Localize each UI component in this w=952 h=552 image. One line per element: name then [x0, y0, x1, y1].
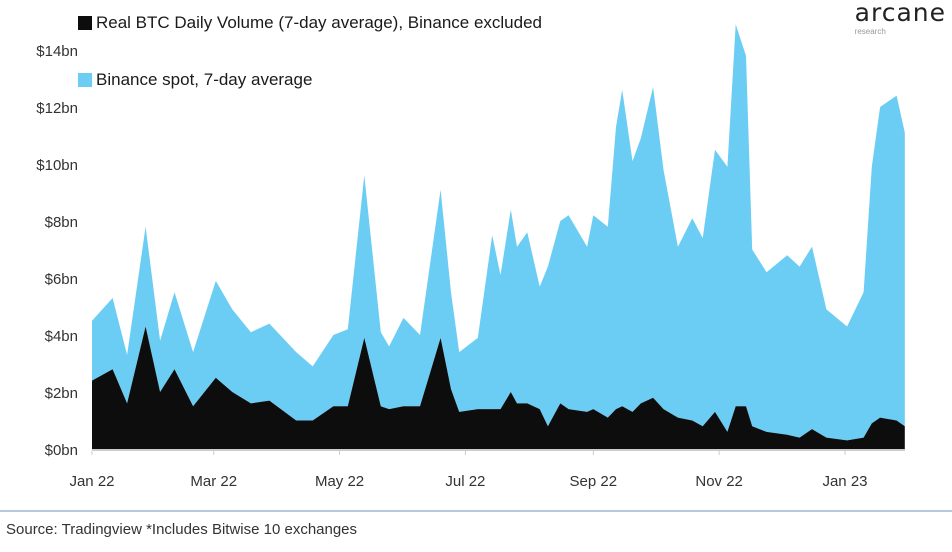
x-tick-label: May 22	[315, 473, 364, 490]
y-tick-label: $2bn	[45, 385, 78, 402]
arcane-logo: arcane research	[855, 0, 946, 37]
y-tick-label: $4bn	[45, 328, 78, 345]
y-tick-label: $6bn	[45, 271, 78, 288]
legend-item-binance: Binance spot, 7-day average	[78, 70, 312, 90]
logo-subtext: research	[854, 27, 886, 36]
y-tick-label: $8bn	[45, 214, 78, 231]
y-axis: $0bn $2bn $4bn $6bn $8bn $10bn $12bn $14bn	[36, 43, 78, 459]
source-note: Source: Tradingview *Includes Bitwise 10…	[6, 521, 358, 538]
legend-label: Real BTC Daily Volume (7-day average), B…	[96, 13, 543, 32]
area-series-1	[92, 24, 905, 441]
logo-text: arcane	[854, 0, 946, 27]
y-tick-label: $14bn	[36, 43, 78, 60]
x-tick-label: Jul 22	[445, 473, 485, 490]
legend-swatch-black	[78, 16, 92, 30]
x-tick-label: Sep 22	[570, 473, 618, 490]
area-series-0	[92, 326, 905, 449]
x-axis: Jan 22 Mar 22 May 22 Jul 22 Sep 22 Nov 22 Jan …	[69, 449, 905, 490]
legend-label: Binance spot, 7-day average	[96, 70, 313, 89]
areas	[92, 24, 905, 449]
x-tick-label: Mar 22	[190, 473, 237, 490]
x-tick-label: Nov 22	[695, 473, 743, 490]
legend-item-real-btc: Real BTC Daily Volume (7-day average), B…	[78, 13, 542, 33]
x-tick-label: Jan 22	[69, 473, 114, 490]
divider	[0, 510, 952, 512]
y-tick-label: $12bn	[36, 100, 78, 117]
y-tick-label: $0bn	[45, 442, 78, 459]
x-tick-label: Jan 23	[822, 473, 867, 490]
y-tick-label: $10bn	[36, 157, 78, 174]
legend-swatch-blue	[78, 73, 92, 87]
